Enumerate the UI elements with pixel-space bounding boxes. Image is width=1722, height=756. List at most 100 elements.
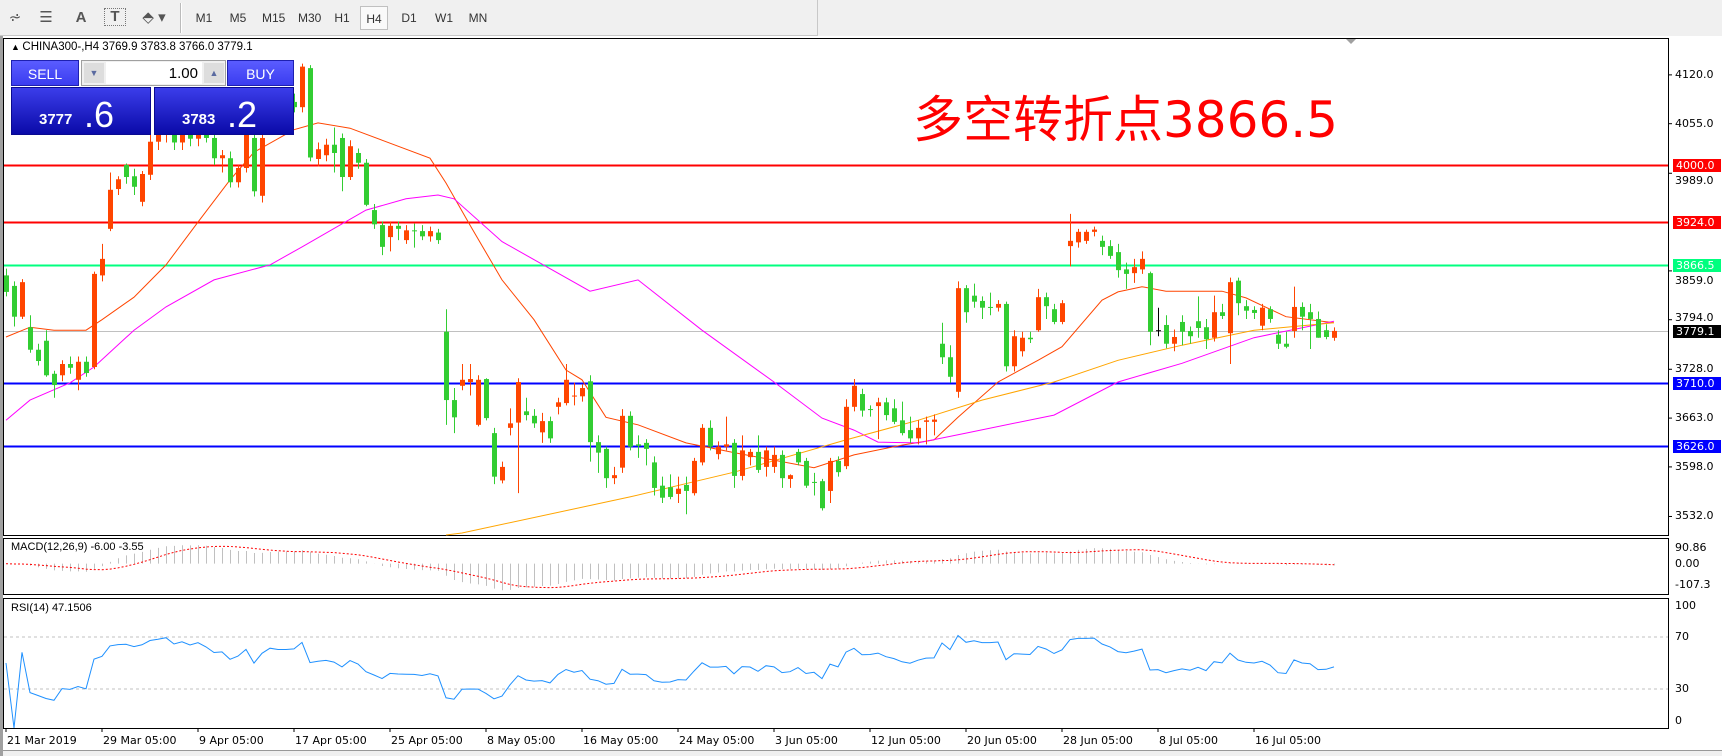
arrows-dropdown-icon[interactable]: ⬘ ▾ [142, 9, 166, 26]
candle-body [132, 176, 137, 187]
timeframe-m30-button[interactable]: M30 [298, 11, 322, 25]
candle-body [644, 442, 649, 449]
candle-body [700, 427, 705, 463]
text-label-glyph: A [75, 9, 87, 26]
candle-body [36, 349, 41, 362]
candle-body [852, 385, 857, 407]
candle-body [1140, 258, 1145, 270]
candle-body [356, 152, 361, 163]
timeframe-h1-button[interactable]: H1 [334, 11, 350, 25]
candle-body [1196, 321, 1201, 328]
candle-body [468, 379, 473, 383]
candle-body [148, 141, 153, 175]
candle-body [492, 433, 497, 477]
candle-body [516, 382, 521, 423]
candle-body [1164, 324, 1169, 344]
candle-body [1188, 330, 1193, 337]
candle-body [84, 361, 89, 374]
sell-button[interactable]: SELL [11, 60, 79, 86]
candle-body [676, 488, 681, 494]
time-axis-label: 16 Jul 05:00 [1255, 734, 1321, 747]
candle-body [1300, 306, 1305, 317]
candle-body [1284, 343, 1289, 347]
time-axis-label: 29 Mar 05:00 [103, 734, 177, 747]
buy-price-box[interactable]: 3783 .2 [154, 87, 294, 135]
rsi-scale-70: 70 [1675, 630, 1689, 643]
candle-body [228, 158, 233, 183]
candle-body [1036, 297, 1041, 331]
rsi-label: RSI(14) 47.1506 [11, 602, 92, 614]
timeframe-mn-button[interactable]: MN [468, 11, 488, 25]
candle-body [748, 451, 753, 458]
price-axis-label: 3532.0 [1675, 509, 1714, 523]
chart-canvas[interactable] [3, 36, 1722, 756]
price-axis-label: 3794.0 [1675, 310, 1714, 324]
candle-body [100, 258, 105, 276]
lot-size-input[interactable] [106, 62, 202, 84]
candle-body [340, 137, 345, 178]
fibonacci-fan-icon[interactable]: ☰ [39, 9, 52, 26]
lot-increase-icon[interactable]: ▲ [204, 63, 224, 83]
moving-average-line-0 [5, 122, 1335, 469]
candle-body [1084, 231, 1089, 241]
buy-button[interactable]: BUY [227, 60, 294, 86]
candle-body [588, 381, 593, 443]
candle-body [740, 450, 745, 476]
candle-body [68, 364, 73, 368]
candle-body [1324, 330, 1329, 337]
candle-body [396, 225, 401, 229]
sell-price-box[interactable]: 3777 .6 [11, 87, 151, 135]
chart-window[interactable]: ▲ CHINA300-,H4 3769.9 3783.8 3766.0 3779… [0, 36, 1722, 756]
candle-body [1228, 282, 1233, 334]
sell-price-main: 3777 [39, 111, 73, 128]
candle-body [476, 379, 481, 425]
candle-body [820, 481, 825, 509]
timeframe-w1-button[interactable]: W1 [435, 11, 453, 25]
candle-body [884, 402, 889, 416]
timeframe-m1-button[interactable]: M1 [195, 11, 213, 25]
text-box-icon[interactable]: T [104, 8, 126, 26]
candle-body [620, 415, 625, 468]
candle-body [940, 343, 945, 358]
chart-annotation-text[interactable]: 多空转折点3866.5 [913, 91, 1338, 149]
rsi-scale-100: 100 [1675, 599, 1696, 612]
candle-body [716, 446, 721, 455]
candle-body [1028, 337, 1033, 340]
rsi-scale-30: 30 [1675, 682, 1689, 695]
rsi-line [5, 634, 1335, 729]
price-line-tag: 3866.5 [1673, 258, 1721, 272]
lot-decrease-icon[interactable]: ▼ [84, 63, 104, 83]
candle-body [108, 189, 113, 229]
candle-body [1316, 318, 1321, 338]
candle-body [1332, 330, 1337, 338]
price-axis-label: 3989.0 [1675, 173, 1714, 187]
candle-body [500, 466, 505, 481]
buy-price-fraction: .2 [227, 94, 258, 135]
candle-body [292, 101, 297, 108]
timeframe-d1-button[interactable]: D1 [401, 11, 417, 25]
candle-body [532, 415, 537, 424]
text-label-icon[interactable]: A [70, 8, 92, 28]
candle-body [916, 427, 921, 439]
macd-scale-min: -107.3 [1675, 578, 1711, 591]
candle-body [796, 451, 801, 463]
time-axis-label: 16 May 05:00 [583, 734, 659, 747]
timeframe-m15-button[interactable]: M15 [262, 11, 286, 25]
candle-body [764, 450, 769, 467]
elliott-wave-icon[interactable]: ⩫ [8, 9, 22, 26]
candle-body [756, 451, 761, 470]
candle-body [1236, 280, 1241, 304]
candle-body [92, 273, 97, 368]
candle-body [1052, 309, 1057, 322]
timeframe-m5-button[interactable]: M5 [229, 11, 247, 25]
toolbar-separator [180, 3, 182, 33]
candle-body [812, 481, 817, 483]
price-line-tag: 3779.1 [1673, 324, 1721, 338]
drawing-toolbar: ⩫ ☰ A T ⬘ ▾ M1 M5 M15 M30 H1 H4 D1 W1 MN [0, 0, 818, 36]
candle-body [1100, 240, 1105, 247]
timeframe-h4-button[interactable]: H4 [360, 6, 388, 30]
collapse-triangle-icon[interactable]: ▲ [11, 42, 23, 52]
chart-tabs-strip[interactable] [3, 750, 1722, 756]
price-axis-label: 3663.0 [1675, 411, 1714, 425]
candle-body [1044, 297, 1049, 307]
